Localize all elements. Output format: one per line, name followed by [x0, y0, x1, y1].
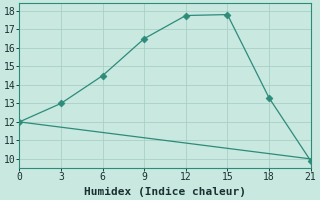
X-axis label: Humidex (Indice chaleur): Humidex (Indice chaleur): [84, 186, 246, 197]
